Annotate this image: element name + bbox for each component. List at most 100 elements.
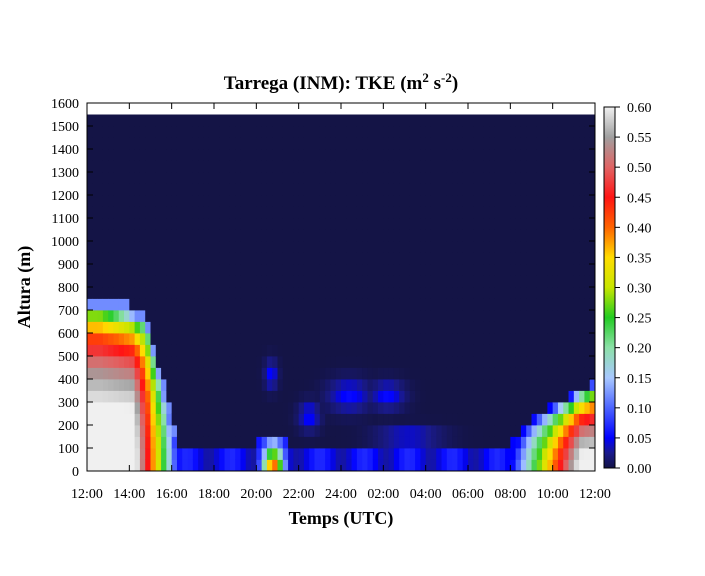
heatmap-cell (298, 367, 305, 380)
heatmap-cell (568, 252, 575, 265)
heatmap-cell (409, 183, 416, 196)
heatmap-cell (536, 425, 543, 437)
heatmap-cell (134, 425, 141, 437)
x-tick-label: 22:00 (283, 487, 315, 502)
heatmap-cell (441, 149, 448, 161)
heatmap-cell (166, 356, 173, 368)
heatmap-cell (293, 425, 300, 437)
heatmap-cell (235, 252, 241, 265)
heatmap-cell (240, 356, 247, 368)
heatmap-cell (473, 183, 479, 196)
heatmap-cell (378, 183, 384, 196)
heatmap-cell (187, 448, 194, 460)
heatmap-cell (319, 114, 326, 127)
heatmap-cell (266, 218, 273, 230)
heatmap-cell (510, 206, 517, 219)
heatmap-cell (430, 379, 437, 391)
heatmap-cell (161, 298, 167, 311)
heatmap-cell (409, 149, 416, 161)
heatmap-cell (214, 321, 220, 334)
heatmap-cell (579, 137, 585, 150)
heatmap-cell (404, 252, 411, 265)
heatmap-cell (192, 321, 199, 334)
heatmap-cell (483, 402, 490, 414)
heatmap-cell (356, 229, 363, 242)
heatmap-cell (145, 298, 151, 311)
heatmap-cell (87, 425, 93, 437)
heatmap-cell (494, 413, 501, 426)
heatmap-cell (505, 137, 511, 150)
y-tick-label: 400 (58, 373, 79, 388)
heatmap-cell (430, 367, 437, 380)
heatmap-cell (399, 252, 405, 265)
heatmap-cell (430, 160, 437, 173)
heatmap-cell (536, 310, 543, 322)
heatmap-cell (261, 321, 268, 334)
heatmap-cell (356, 298, 363, 311)
heatmap-cell (229, 379, 236, 391)
heatmap-cell (150, 241, 157, 253)
heatmap-cell (198, 298, 204, 311)
heatmap-cell (399, 195, 405, 207)
heatmap-cell (409, 114, 416, 127)
heatmap-cell (272, 160, 278, 173)
heatmap-cell (536, 298, 543, 311)
heatmap-cell (415, 183, 421, 196)
heatmap-cell (542, 241, 548, 253)
heatmap-cell (499, 379, 506, 391)
heatmap-cell (235, 149, 241, 161)
heatmap-cell (378, 137, 384, 150)
heatmap-cell (224, 333, 231, 345)
heatmap-cell (430, 149, 437, 161)
heatmap-cell (319, 344, 326, 357)
heatmap-cell (97, 310, 104, 322)
heatmap-cell (309, 459, 315, 472)
heatmap-cell (92, 436, 98, 449)
heatmap-cell (314, 321, 321, 334)
heatmap-cell (303, 264, 310, 276)
heatmap-cell (256, 425, 263, 437)
heatmap-cell (102, 344, 109, 357)
heatmap-cell (462, 137, 469, 150)
heatmap-cell (288, 206, 294, 219)
heatmap-cell (579, 448, 585, 460)
heatmap-cell (425, 114, 432, 127)
heatmap-cell (155, 367, 162, 380)
heatmap-cell (552, 183, 559, 196)
heatmap-cell (420, 218, 427, 230)
heatmap-cell (330, 436, 337, 449)
heatmap-cell (298, 114, 305, 127)
heatmap-cell (468, 459, 474, 472)
heatmap-cell (378, 126, 384, 138)
heatmap-cell (219, 367, 225, 380)
heatmap-cell (483, 172, 490, 184)
heatmap-cell (97, 126, 104, 138)
heatmap-cell (219, 321, 225, 334)
heatmap-cell (409, 402, 416, 414)
heatmap-cell (134, 344, 141, 357)
heatmap-cell (150, 229, 157, 242)
heatmap-cell (446, 172, 453, 184)
heatmap-cell (441, 367, 448, 380)
heatmap-cell (192, 367, 199, 380)
heatmap-cell (351, 264, 358, 276)
heatmap-cell (473, 252, 479, 265)
heatmap-cell (420, 160, 427, 173)
heatmap-cell (219, 298, 225, 311)
heatmap-cell (113, 321, 120, 334)
heatmap-cell (256, 344, 263, 357)
heatmap-cell (166, 149, 173, 161)
heatmap-cell (113, 448, 120, 460)
heatmap-cell (150, 425, 157, 437)
heatmap-cell (393, 264, 400, 276)
heatmap-cell (176, 356, 183, 368)
heatmap-cell (378, 333, 384, 345)
heatmap-cell (134, 160, 141, 173)
heatmap-cell (335, 436, 342, 449)
colorbar-tick-label: 0.45 (627, 191, 652, 206)
heatmap-cell (446, 195, 453, 207)
heatmap-cell (452, 275, 458, 288)
heatmap-cell (452, 344, 458, 357)
heatmap-cell (505, 287, 511, 299)
heatmap-cell (229, 459, 236, 472)
